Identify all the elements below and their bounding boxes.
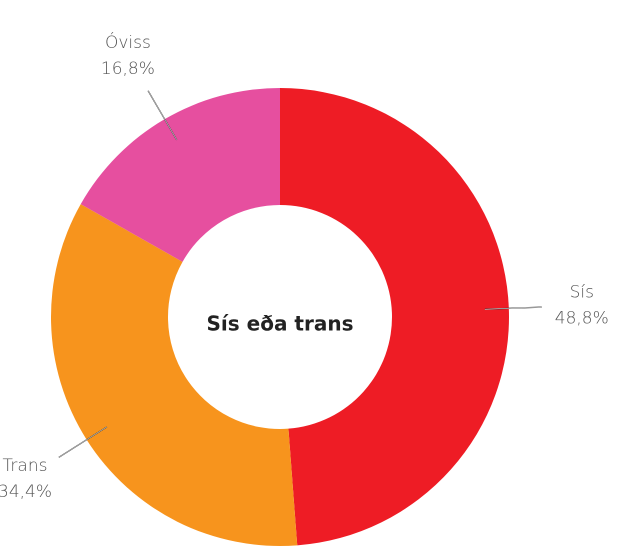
slice-label: Óviss [105, 31, 151, 53]
donut-segment [51, 204, 298, 546]
value-label: 34,4% [0, 482, 52, 502]
leader-line [58, 426, 108, 458]
slice-label: Sís [570, 283, 594, 303]
value-label: 16,8% [101, 59, 155, 79]
leader-line [484, 306, 542, 310]
chart-title: Sís eða trans [207, 312, 354, 336]
value-label: 48,8% [555, 309, 609, 329]
leader-line [147, 90, 177, 141]
donut-segment [280, 88, 509, 546]
donut-segment [80, 88, 280, 262]
slice-label: Trans [3, 456, 48, 476]
